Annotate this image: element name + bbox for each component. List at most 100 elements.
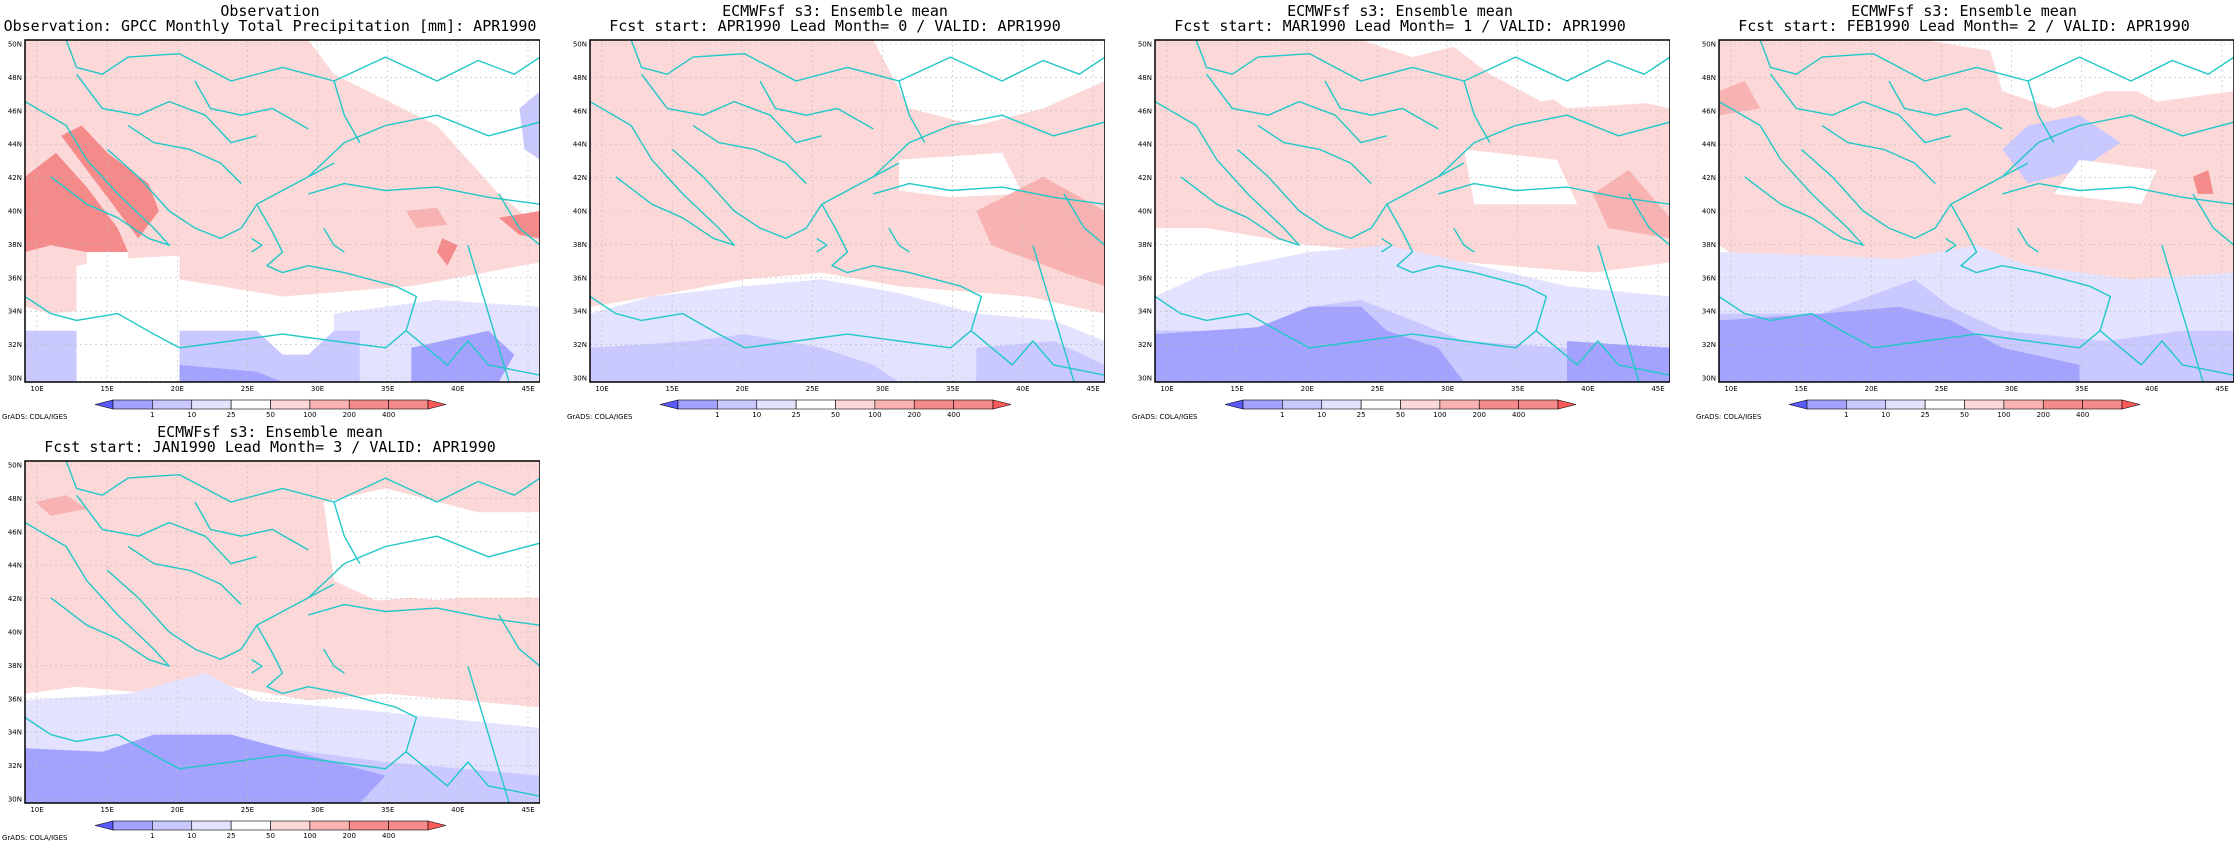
lon-label: 10E: [1160, 385, 1173, 393]
colorbar-max-arrow: [2121, 399, 2141, 410]
coastline: [323, 227, 345, 253]
colorbar-label: 100: [303, 832, 316, 840]
coastline: [405, 751, 540, 797]
colorbar-label: 200: [908, 411, 921, 419]
coastline: [1950, 203, 1978, 274]
coastline: [590, 100, 735, 246]
lat-label: 34N: [8, 729, 22, 737]
colorbar-swatch: [717, 399, 758, 410]
map-grid: [1719, 40, 2234, 382]
map-frame: [589, 39, 1105, 383]
colorbar-label: 200: [343, 411, 356, 419]
panel-lead1: ECMWFsf s3: Ensemble mean Fcst start: MA…: [1130, 0, 1670, 421]
lat-label: 38N: [8, 241, 22, 249]
colorbar-swatch: [230, 820, 271, 831]
map-grid: [25, 40, 540, 382]
map-frame: [1718, 39, 2234, 383]
lat-label: 36N: [1138, 274, 1152, 282]
lat-label: 30N: [8, 375, 22, 383]
coastline: [2017, 227, 2039, 253]
colorbar-max-arrow: [992, 399, 1012, 410]
colorbar-label: 400: [382, 411, 395, 419]
colorbar-swatch: [112, 399, 153, 410]
precip-blue-mid: [2002, 115, 2121, 184]
map-plot: 30N 32N 34N 36N 38N 40N 42N 44N 46N 48N 50N 10E 15E 2…: [1138, 39, 1670, 419]
colorbar-label: 25: [1357, 411, 1366, 419]
lon-label: 15E: [100, 385, 113, 393]
colorbar-label: 50: [1396, 411, 1405, 419]
lat-label: 36N: [8, 695, 22, 703]
coastline: [1155, 100, 1300, 246]
colorbar-min-arrow: [1788, 399, 1808, 410]
coastline: [308, 182, 540, 205]
lon-label: 30E: [2005, 385, 2018, 393]
coastline: [333, 80, 361, 143]
coastline: [251, 658, 263, 674]
colorbar-label: 50: [266, 832, 275, 840]
precip-red-mid: [1592, 170, 1670, 239]
coastline: [1945, 237, 1957, 253]
colorbar-min-arrow: [94, 399, 114, 410]
coastline: [1032, 244, 1075, 382]
colorbar-swatch: [913, 399, 954, 410]
lon-label: 20E: [736, 385, 749, 393]
lon-label: 45E: [521, 385, 534, 393]
map-plot: 30N 32N 34N 36N 38N 40N 42N 44N 46N 48N 50N 10E 15E 2…: [8, 39, 540, 419]
panel-title-1: Observation: [220, 2, 320, 20]
map-grid: [1155, 40, 1670, 382]
lon-label: 20E: [171, 385, 184, 393]
lon-label: 25E: [1371, 385, 1384, 393]
lon-label: 40E: [1016, 385, 1029, 393]
colorbar-swatch: [1321, 399, 1362, 410]
map-grid: [590, 40, 1105, 382]
lon-label: 45E: [1651, 385, 1664, 393]
panel-lead3: ECMWFsf s3: Ensemble mean Fcst start: JA…: [0, 421, 540, 842]
precip-white: [323, 488, 540, 605]
lon-label: 35E: [1511, 385, 1524, 393]
lat-label: 32N: [573, 341, 587, 349]
coastline: [282, 686, 418, 752]
lat-label: 38N: [573, 241, 587, 249]
coastline: [1463, 80, 1491, 143]
colorbar-swatch: [1806, 399, 1847, 410]
colorbar-swatch: [1439, 399, 1480, 410]
precip-red-light: [323, 597, 540, 660]
lat-label: 48N: [8, 74, 22, 82]
lon-label: 30E: [1441, 385, 1454, 393]
lon-label: 40E: [451, 385, 464, 393]
coastline: [256, 624, 284, 695]
panel-title-2: Observation: GPCC Monthly Total Precipit…: [3, 17, 537, 35]
coastline: [872, 114, 1105, 178]
coastlines: [1155, 40, 1670, 382]
coastline: [251, 237, 263, 253]
lon-label: 30E: [311, 385, 324, 393]
panel-title-1: ECMWFsf s3: Ensemble mean: [157, 423, 383, 441]
colorbar-label: 25: [792, 411, 801, 419]
coastline: [821, 203, 849, 274]
coastline: [25, 295, 407, 349]
colorbar-swatch: [191, 820, 232, 831]
lon-label: 35E: [381, 806, 394, 814]
lon-label: 15E: [1230, 385, 1243, 393]
coastline: [127, 545, 242, 606]
lat-label: 50N: [1138, 41, 1152, 49]
precip-white: [899, 152, 1023, 198]
coastline: [898, 80, 926, 143]
colorbar-swatch: [677, 399, 718, 410]
colorbar-label: 200: [343, 832, 356, 840]
lon-label: 45E: [1086, 385, 1099, 393]
coastline: [1324, 80, 1439, 130]
coastline: [65, 461, 540, 503]
colorbar-swatch: [348, 820, 389, 831]
credit-label: GrADS: COLA/IGES: [567, 413, 633, 421]
coastline: [1386, 203, 1414, 274]
lon-label: 10E: [30, 806, 43, 814]
colorbar-label: 25: [1921, 411, 1930, 419]
coastline: [1719, 295, 2101, 349]
coastline: [1800, 148, 2029, 240]
colorbar-swatch: [270, 820, 311, 831]
colorbar-label: 100: [1997, 411, 2010, 419]
colorbar-label: 400: [382, 832, 395, 840]
coastline: [1155, 295, 1537, 349]
lat-label: 46N: [1702, 107, 1716, 115]
